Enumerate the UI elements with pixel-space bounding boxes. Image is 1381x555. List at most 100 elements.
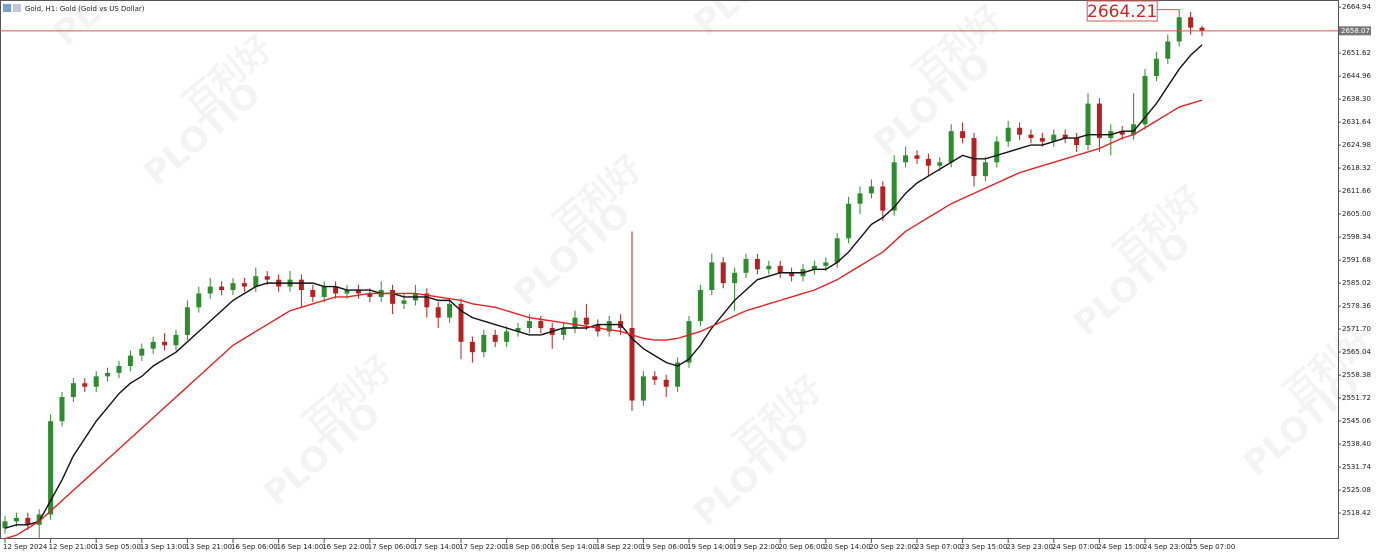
x-tick-label: 16 Sep 06:00 — [231, 543, 278, 551]
y-tick-label: 2605.00 — [1342, 210, 1371, 218]
candle-body — [1051, 134, 1057, 142]
candle-body — [1096, 103, 1102, 139]
x-tick-label: 18 Sep 06:00 — [505, 543, 552, 551]
candle-body — [606, 321, 612, 332]
y-tick-label: 2618.32 — [1342, 164, 1371, 172]
candle-body — [925, 158, 931, 166]
candle-body — [880, 186, 886, 211]
candle-body — [492, 334, 498, 342]
candle-body — [982, 162, 988, 177]
candle-body — [960, 131, 966, 139]
candle-body — [515, 328, 521, 332]
x-tick-label: 23 Sep 15:00 — [961, 543, 1008, 551]
candle-body — [652, 376, 658, 380]
x-tick-label: 24 Sep 23:00 — [1143, 543, 1190, 551]
candle-body — [857, 193, 863, 204]
candle-body — [2, 521, 8, 529]
candle-body — [1153, 58, 1159, 76]
candle-body — [1085, 103, 1091, 146]
candle-body — [401, 300, 407, 304]
y-tick-label: 2591.68 — [1342, 256, 1371, 264]
candle-body — [321, 286, 327, 297]
candle-body — [846, 203, 852, 239]
y-tick-label: 2585.02 — [1342, 279, 1371, 287]
x-tick-label: 16 Sep 14:00 — [277, 543, 324, 551]
current-price-box — [1339, 26, 1371, 36]
x-tick-label: 13 Sep 13:00 — [140, 543, 187, 551]
candle-body — [1131, 124, 1137, 135]
candle-body — [93, 376, 99, 387]
candle-body — [629, 328, 635, 401]
candle-body — [720, 262, 726, 284]
candle-body — [344, 290, 350, 294]
y-tick-label: 2551.72 — [1342, 394, 1371, 402]
x-tick-label: 23 Sep 07:00 — [915, 543, 962, 551]
candle-body — [184, 307, 190, 335]
candle-body — [504, 331, 510, 342]
x-tick-label: 13 Sep 05:00 — [94, 543, 141, 551]
y-tick-label: 2518.42 — [1342, 509, 1371, 517]
y-tick-label: 2545.06 — [1342, 417, 1371, 425]
x-tick-label: 12 Sep 2024 — [3, 543, 48, 551]
candle-body — [663, 379, 669, 387]
candle-body — [1142, 75, 1148, 125]
plot-frame — [0, 0, 1339, 539]
candle-body — [355, 290, 361, 294]
icon — [13, 4, 21, 12]
candle-body — [914, 155, 920, 159]
candle-body — [1074, 138, 1080, 146]
candle-body — [640, 376, 646, 401]
watermark: PLOTIO — [686, 0, 818, 44]
y-tick-label: 2611.66 — [1342, 187, 1371, 195]
candle-body — [162, 341, 168, 346]
candle-body — [583, 317, 589, 325]
y-tick-label: 2571.70 — [1342, 325, 1371, 333]
candle-body — [697, 290, 703, 322]
candle-body — [241, 283, 247, 287]
candle-body — [823, 262, 829, 266]
candle-body — [526, 321, 532, 329]
candle-body — [675, 362, 681, 387]
candle-body — [59, 397, 65, 422]
candle-body — [333, 286, 339, 294]
candle-body — [937, 162, 943, 166]
x-tick-label: 12 Sep 21:00 — [49, 543, 96, 551]
candle-body — [971, 138, 977, 177]
candle-body — [1062, 134, 1068, 139]
candle-body — [1188, 17, 1194, 28]
candle-body — [789, 272, 795, 277]
x-tick-label: 23 Sep 23:00 — [1006, 543, 1053, 551]
y-tick-label: 2525.08 — [1342, 486, 1371, 494]
y-tick-label: 2644.96 — [1342, 72, 1371, 80]
candle-body — [834, 238, 840, 263]
candle-body — [150, 341, 156, 349]
candle-body — [1176, 17, 1182, 42]
x-tick-label: 24 Sep 07:00 — [1052, 543, 1099, 551]
candle-body — [298, 279, 304, 291]
y-tick-label: 2624.98 — [1342, 141, 1371, 149]
y-tick-label: 2565.04 — [1342, 348, 1371, 356]
x-tick-label: 17 Sep 14:00 — [413, 543, 460, 551]
candle-body — [538, 321, 544, 329]
x-tick-label: 24 Sep 15:00 — [1097, 543, 1144, 551]
candle-body — [686, 321, 692, 363]
x-tick-label: 16 Sep 22:00 — [322, 543, 369, 551]
x-tick-label: 18 Sep 22:00 — [596, 543, 643, 551]
candle-body — [481, 334, 487, 353]
moving-average-line — [4, 44, 1203, 529]
y-tick-label: 2638.30 — [1342, 95, 1371, 103]
candle-body — [709, 262, 715, 291]
candle-body — [561, 328, 567, 335]
x-tick-label: 19 Sep 06:00 — [641, 543, 688, 551]
candle-body — [390, 290, 396, 304]
candle-body — [1039, 138, 1045, 142]
x-tick-label: 19 Sep 14:00 — [687, 543, 734, 551]
candle-body — [127, 355, 133, 366]
candle-body — [310, 290, 316, 297]
candle-body — [1017, 127, 1023, 135]
candle-body — [1005, 127, 1011, 142]
candle-body — [447, 303, 453, 318]
candle-body — [1199, 27, 1205, 31]
candle-body — [48, 421, 54, 515]
x-tick-label: 17 Sep 06:00 — [368, 543, 415, 551]
